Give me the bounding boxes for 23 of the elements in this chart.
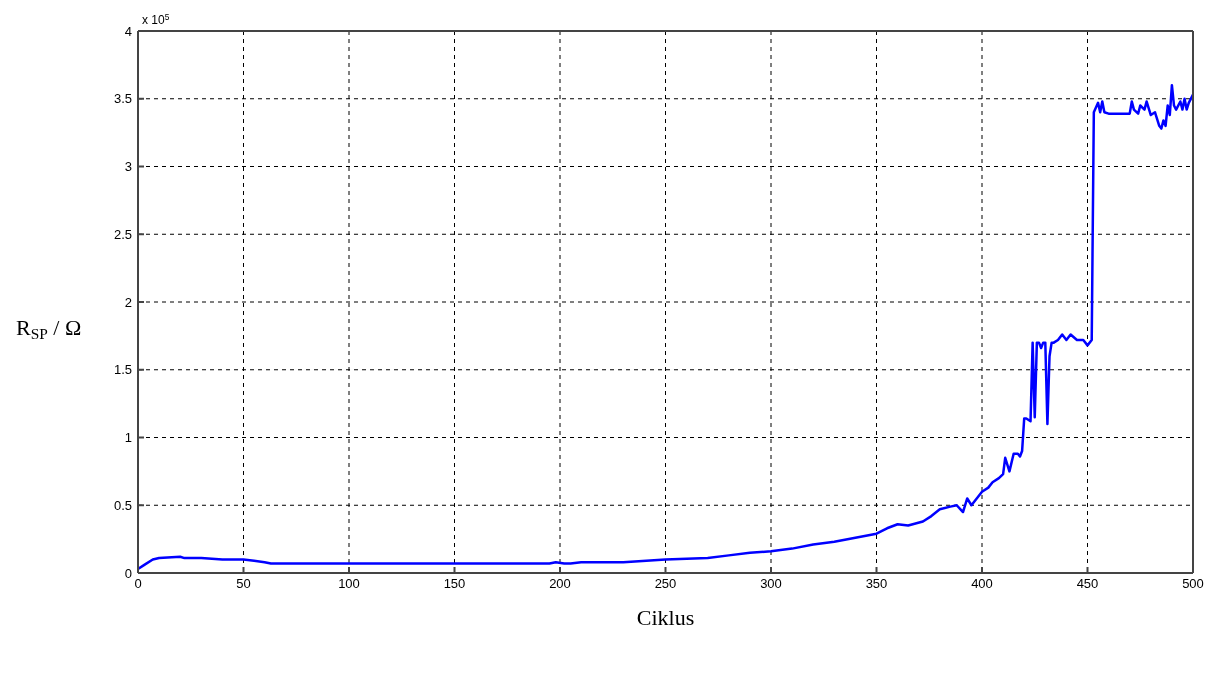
- x-tick-label: 150: [443, 576, 466, 592]
- x-tick-label: 250: [654, 576, 677, 592]
- x-tick-label: 450: [1076, 576, 1099, 592]
- y-tick-label: 2.5: [113, 226, 132, 242]
- x-tick-label: 500: [1182, 576, 1204, 592]
- y-tick-label: 2: [124, 294, 132, 310]
- y-tick-label: 1.5: [113, 362, 132, 378]
- x-axis-title: Ciklus: [636, 605, 695, 630]
- x-tick-label: 350: [865, 576, 888, 592]
- x-tick-label: 0: [134, 576, 142, 592]
- x-tick-label: 100: [338, 576, 360, 592]
- y-axis-title: R$_{SP}$ / Ω: [16, 314, 82, 342]
- y-tick-label: 3: [124, 159, 132, 175]
- y-tick-label: 3.5: [113, 91, 132, 107]
- x-tick-label: 200: [549, 576, 571, 592]
- text: x 10$^{5}$: [142, 12, 170, 27]
- x-tick-label: 300: [760, 576, 782, 592]
- y-tick-label: 0.5: [113, 497, 132, 513]
- x-tick-label: 50: [236, 576, 251, 592]
- x-tick-label: 400: [971, 576, 993, 592]
- y-tick-label: 0: [124, 565, 132, 581]
- y-tick-label: 4: [124, 23, 132, 39]
- y-tick-label: 1: [124, 430, 132, 446]
